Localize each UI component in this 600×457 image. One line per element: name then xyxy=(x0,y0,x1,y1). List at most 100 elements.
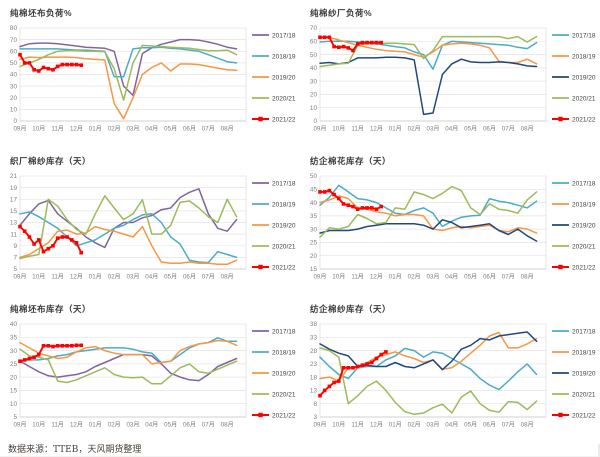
x-tick-label: 05月 xyxy=(164,274,177,281)
y-tick-label: 40 xyxy=(310,65,318,72)
legend-marker xyxy=(258,264,263,270)
x-tick-label: 02月 xyxy=(408,126,421,133)
y-tick-label: 70 xyxy=(310,25,318,32)
series-marker xyxy=(18,359,22,363)
chart-mill-cotton-inventory: 纺企棉花库存（天） 15 20 25 30 35 40 45 50 09月 10月 11月 12月 01… xyxy=(300,148,600,296)
series-marker xyxy=(65,62,69,67)
y-tick-label: 60 xyxy=(310,39,318,46)
series-marker xyxy=(327,384,332,389)
series-line-2019/20 xyxy=(319,56,538,116)
x-tick-label: 03月 xyxy=(126,126,139,133)
charts-grid: 纯棉坯布负荷% 0 10 20 30 40 50 60 70 80 09月 10月 11月 12月 01月… xyxy=(9,8,600,444)
y-tick-label: 10 xyxy=(310,105,318,112)
series-marker xyxy=(322,35,327,40)
series-marker xyxy=(351,48,355,53)
y-tick-label: 8 xyxy=(313,401,317,408)
legend-label: 2017/18 xyxy=(572,180,596,187)
series-marker xyxy=(346,46,351,50)
series-marker xyxy=(360,206,365,210)
x-tick-label: 05月 xyxy=(464,274,477,281)
y-tick-label: 28 xyxy=(310,348,318,355)
series-marker xyxy=(65,235,69,239)
series-marker xyxy=(351,204,355,209)
x-tick-label: 04月 xyxy=(445,274,458,281)
series-marker xyxy=(374,356,379,361)
series-marker xyxy=(60,62,65,67)
y-tick-label: 15 xyxy=(310,266,318,273)
legend-label: 2018/19 xyxy=(572,53,596,60)
x-tick-label: 08月 xyxy=(221,274,234,281)
x-tick-label: 02月 xyxy=(108,126,121,133)
series-marker xyxy=(60,344,65,348)
series-marker xyxy=(341,44,346,49)
y-tick-label: 9 xyxy=(13,243,17,250)
series-marker xyxy=(355,42,360,46)
series-marker xyxy=(41,65,46,70)
y-tick-label: 3 xyxy=(313,414,317,421)
y-tick-label: 40 xyxy=(10,72,18,79)
series-line-2020/21 xyxy=(19,348,238,385)
x-tick-label: 04月 xyxy=(145,274,158,281)
x-tick-label: 02月 xyxy=(108,274,121,281)
series-line-2020/21 xyxy=(319,185,538,238)
y-tick-label: 20 xyxy=(310,92,318,99)
series-marker xyxy=(355,207,360,211)
legend-label: 2018/19 xyxy=(272,349,296,356)
chart-canvas-greige-fabric-load: 0 10 20 30 40 50 60 70 80 09月 10月 11月 12月 01月 02月 03月 04… xyxy=(10,25,296,133)
series-marker xyxy=(360,40,365,45)
y-tick-label: 40 xyxy=(310,200,318,207)
series-marker xyxy=(365,362,369,366)
series-marker xyxy=(32,68,36,72)
x-tick-label: 08月 xyxy=(521,126,534,133)
y-tick-label: 60 xyxy=(10,49,18,56)
legend-label: 2021/22 xyxy=(572,116,596,123)
x-tick-label: 12月 xyxy=(70,274,83,281)
x-tick-label: 01月 xyxy=(389,422,402,429)
x-tick-label: 08月 xyxy=(521,274,534,281)
y-tick-label: 50 xyxy=(310,173,318,180)
legend-label: 2021/22 xyxy=(272,116,296,123)
y-tick-label: 38 xyxy=(310,321,318,328)
series-marker xyxy=(379,204,383,209)
series-marker xyxy=(79,343,83,348)
y-tick-label: 18 xyxy=(310,374,318,381)
series-marker xyxy=(27,356,32,361)
y-tick-label: 50 xyxy=(310,52,318,59)
series-marker xyxy=(51,344,55,349)
x-tick-label: 11月 xyxy=(51,274,64,281)
legend-label: 2021/22 xyxy=(572,264,596,271)
x-tick-label: 06月 xyxy=(183,126,196,133)
legend-label: 2021/22 xyxy=(272,264,296,271)
series-marker xyxy=(379,40,383,45)
y-tick-label: 35 xyxy=(10,335,18,342)
x-tick-label: 09月 xyxy=(313,274,326,281)
series-marker xyxy=(74,62,79,67)
legend-label: 2019/20 xyxy=(572,222,596,229)
y-tick-label: 35 xyxy=(310,213,318,220)
legend-label: 2021/22 xyxy=(272,412,296,419)
x-tick-label: 03月 xyxy=(126,274,139,281)
series-marker xyxy=(60,235,65,239)
y-tick-label: 21 xyxy=(10,173,18,180)
y-tick-label: 11 xyxy=(10,231,17,238)
x-tick-label: 09月 xyxy=(13,422,26,429)
x-tick-label: 12月 xyxy=(70,126,83,133)
series-marker xyxy=(32,355,36,359)
x-tick-label: 11月 xyxy=(351,422,364,429)
x-tick-label: 09月 xyxy=(313,422,326,429)
series-marker xyxy=(384,350,388,354)
series-marker xyxy=(370,40,374,45)
y-tick-label: 23 xyxy=(310,361,318,368)
series-line-2019/20 xyxy=(319,219,538,242)
x-tick-label: 09月 xyxy=(13,274,26,281)
chart-mill-yarn-inventory: 纺企棉纱库存（天） 3 8 13 18 23 28 33 38 09月 10月 11月 12月 01月 0… xyxy=(300,296,600,444)
x-tick-label: 12月 xyxy=(70,422,83,429)
series-marker xyxy=(74,343,79,348)
x-tick-label: 10月 xyxy=(32,422,45,429)
y-tick-label: 80 xyxy=(10,25,18,32)
x-tick-label: 04月 xyxy=(445,422,458,429)
y-tick-label: 25 xyxy=(10,361,18,368)
x-tick-label: 03月 xyxy=(426,274,439,281)
series-marker xyxy=(46,344,51,348)
